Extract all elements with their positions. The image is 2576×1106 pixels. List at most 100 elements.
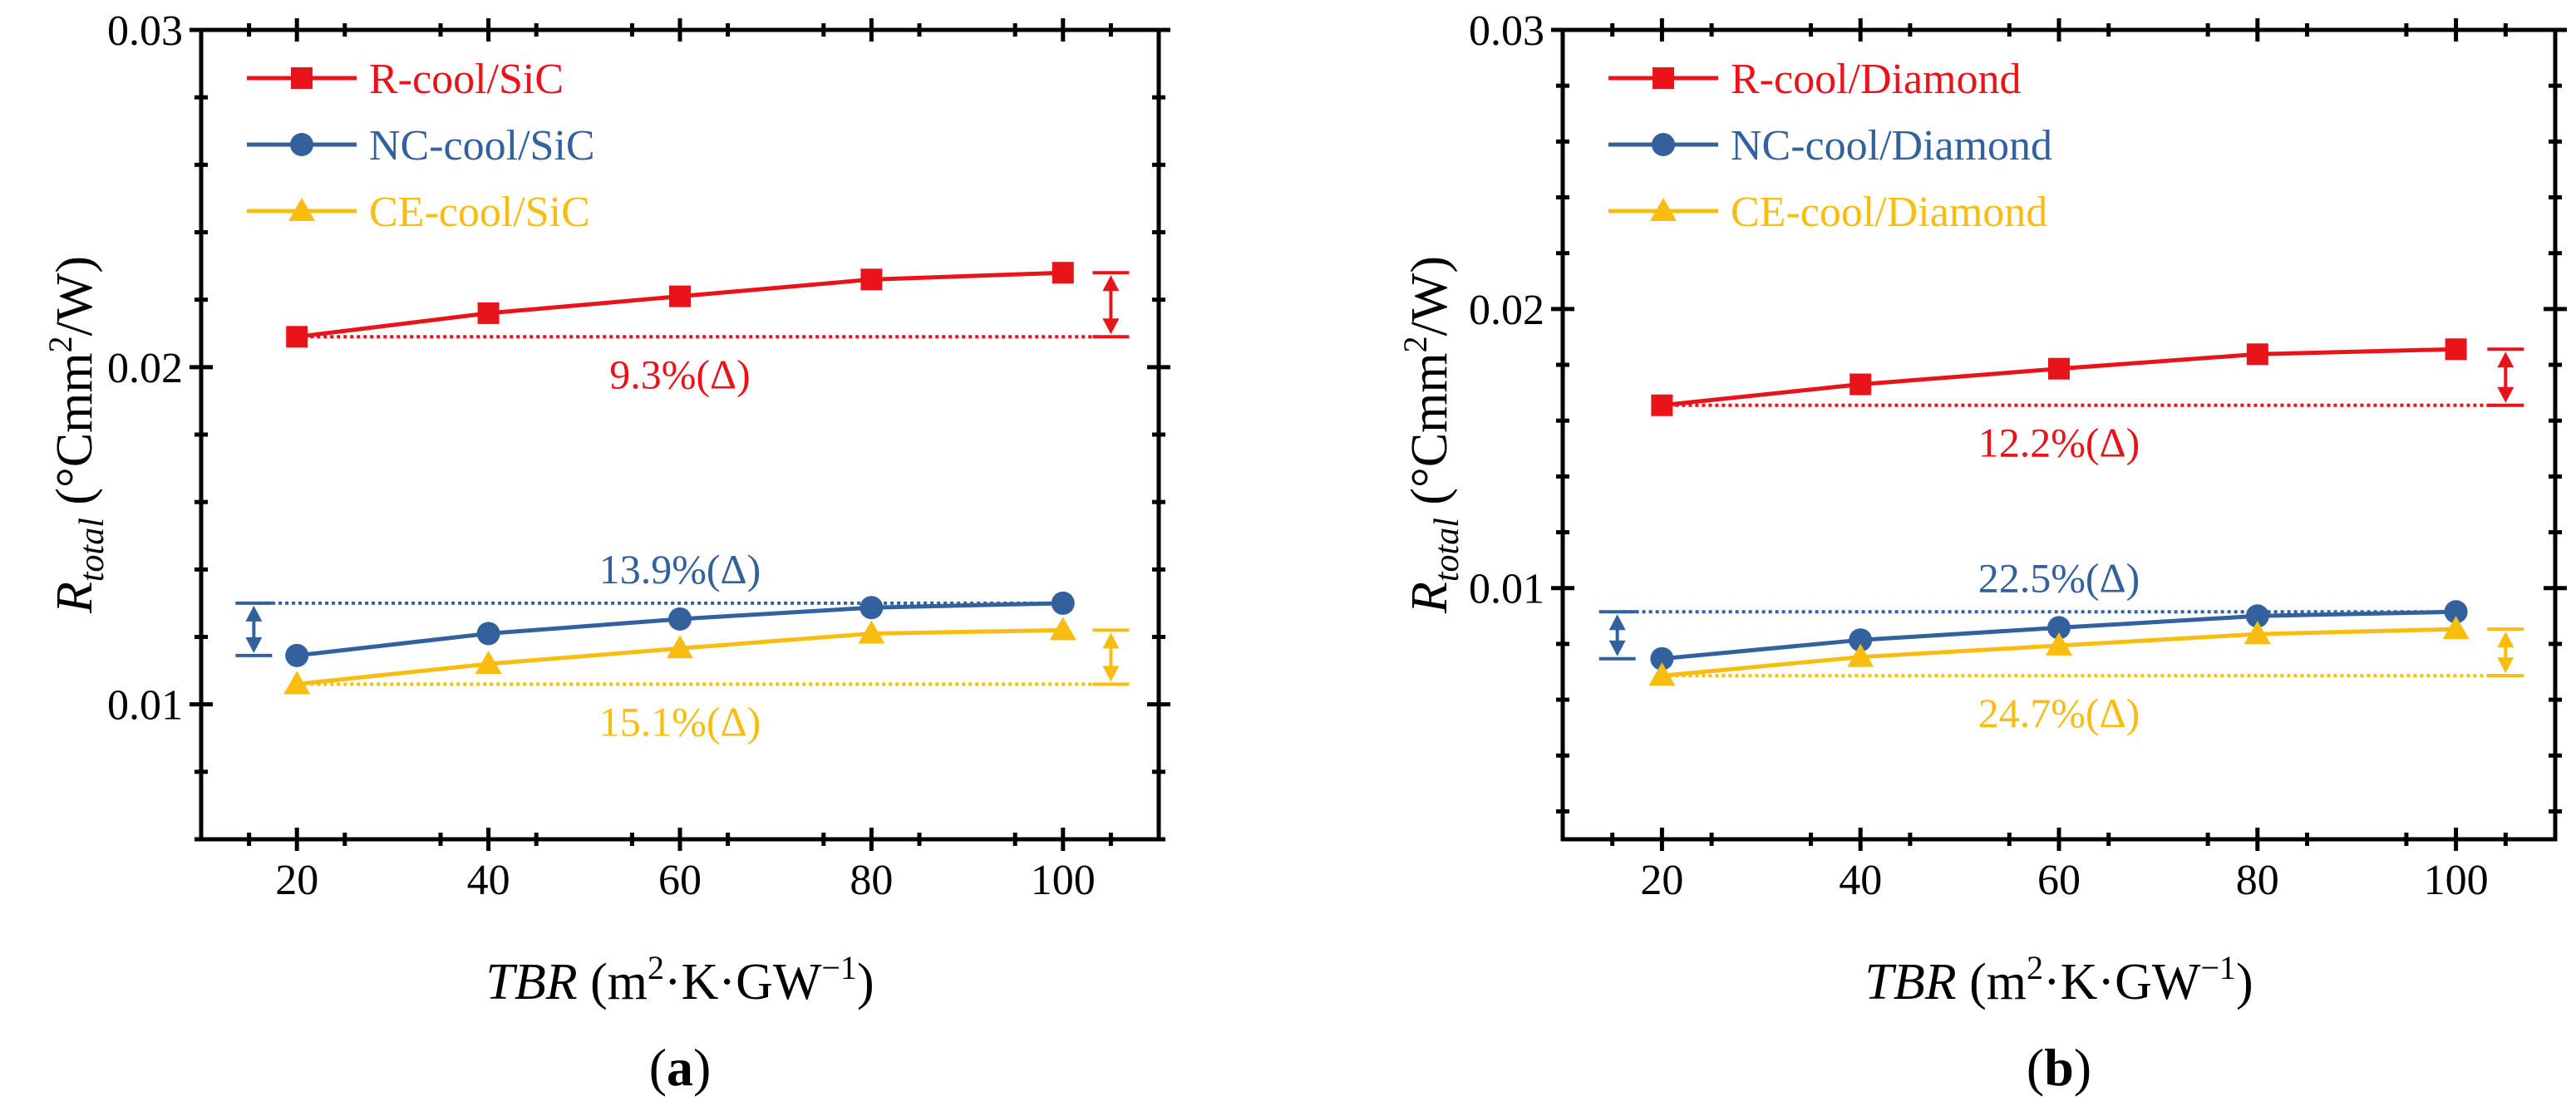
legend-label: R-cool/Diamond xyxy=(1731,56,2022,103)
circle-marker xyxy=(668,607,692,631)
circle-marker xyxy=(2047,616,2071,640)
circle-marker xyxy=(859,596,884,620)
panel-label-paren: ) xyxy=(2074,1038,2091,1097)
y-axis-title-unit: (°Cmm xyxy=(47,352,103,518)
y-axis-title-sup: 2 xyxy=(42,336,79,352)
legend-item-nc: NC-cool/SiC xyxy=(247,122,595,170)
x-axis-title-unit: ) xyxy=(857,954,874,1010)
arrow-down-icon xyxy=(2497,386,2514,403)
y-axis-title-symbol: R xyxy=(47,582,103,614)
circle-marker xyxy=(1051,591,1075,615)
circle-marker xyxy=(1849,628,1873,652)
panel-label: (a) xyxy=(649,1038,712,1097)
delta-annotation: 9.3%(Δ) xyxy=(609,351,751,397)
square-marker xyxy=(860,268,883,291)
triangle-marker xyxy=(288,198,315,221)
triangle-marker xyxy=(1049,617,1076,641)
y-axis-title-unit: /W) xyxy=(47,256,103,336)
x-tick-label: 60 xyxy=(2037,857,2081,904)
arrow-down-icon xyxy=(245,637,263,653)
x-axis-title: TBR (m2·K·GW−1) xyxy=(485,949,874,1010)
circle-marker xyxy=(290,133,313,156)
x-axis-title-sup: −1 xyxy=(821,949,857,986)
arrow-up-icon xyxy=(2497,351,2514,368)
triangle-marker xyxy=(2442,616,2470,640)
x-axis-title-sup: 2 xyxy=(2027,949,2043,986)
legend-item-nc: NC-cool/Diamond xyxy=(1608,122,2052,170)
square-marker xyxy=(669,285,691,307)
panel-label-paren: ) xyxy=(693,1038,711,1097)
series-ce: 24.7%(Δ) xyxy=(1648,616,2524,736)
x-axis-title-symbol: TBR xyxy=(485,954,577,1010)
triangle-marker xyxy=(2046,632,2072,656)
x-tick-label: 80 xyxy=(2236,857,2279,904)
arrow-up-icon xyxy=(2497,632,2514,648)
triangle-marker xyxy=(858,620,885,644)
circle-marker xyxy=(285,643,309,667)
series-nc: 22.5%(Δ) xyxy=(1598,554,2468,671)
delta-annotation: 24.7%(Δ) xyxy=(1978,690,2140,736)
circle-marker xyxy=(476,622,500,646)
x-tick-label: 80 xyxy=(850,857,893,904)
y-axis-title-sub: total xyxy=(73,518,111,582)
triangle-marker xyxy=(1847,643,1874,667)
circle-marker xyxy=(1652,133,1675,156)
arrow-down-icon xyxy=(1102,666,1120,682)
legend-label: NC-cool/Diamond xyxy=(1731,122,2052,170)
arrow-up-icon xyxy=(1102,275,1120,292)
arrow-down-icon xyxy=(2497,657,2514,674)
x-tick-label: 100 xyxy=(2424,857,2489,904)
x-axis-title-unit: ·K·GW xyxy=(664,954,822,1010)
series-ce: 15.1%(Δ) xyxy=(283,617,1130,745)
x-tick-label: 60 xyxy=(658,857,702,904)
x-axis-title: TBR (m2·K·GW−1) xyxy=(1864,949,2253,1010)
panel-label-letter: b xyxy=(2044,1038,2074,1097)
legend-label: NC-cool/SiC xyxy=(369,122,595,170)
y-axis-title: Rtotal (°Cmm2/W) xyxy=(1396,256,1466,614)
panel-label: (b) xyxy=(2027,1038,2091,1097)
y-tick-label: 0.03 xyxy=(1469,7,1544,55)
panel-label-paren: ( xyxy=(2027,1038,2044,1097)
x-tick-label: 20 xyxy=(1640,857,1683,904)
triangle-marker xyxy=(667,635,693,659)
x-tick-label: 20 xyxy=(275,857,318,904)
x-axis-title-sup: −1 xyxy=(2200,949,2236,986)
arrow-up-icon xyxy=(1608,614,1626,631)
y-axis-title-unit: (°Cmm xyxy=(1401,352,1458,518)
square-marker xyxy=(1849,373,1872,396)
legend-item-ce: CE-cool/SiC xyxy=(247,189,590,236)
square-marker xyxy=(291,67,313,89)
triangle-marker xyxy=(1650,198,1677,221)
y-tick-label: 0.01 xyxy=(1469,566,1544,613)
x-axis-title-symbol: TBR xyxy=(1864,954,1956,1010)
x-axis-title-unit: ) xyxy=(2236,954,2253,1010)
y-axis-title-sup: 2 xyxy=(1396,336,1434,352)
panel-label-paren: ( xyxy=(649,1038,667,1097)
y-axis-title-symbol: R xyxy=(1401,582,1458,614)
delta-annotation: 22.5%(Δ) xyxy=(1978,554,2140,601)
x-axis-title-sup: 2 xyxy=(648,949,664,986)
y-tick-label: 0.03 xyxy=(107,7,183,55)
delta-annotation: 12.2%(Δ) xyxy=(1978,420,2140,466)
legend-label: R-cool/SiC xyxy=(369,56,564,103)
panel-label-letter: a xyxy=(667,1038,693,1097)
delta-annotation: 15.1%(Δ) xyxy=(599,698,761,745)
legend-item-ce: CE-cool/Diamond xyxy=(1608,189,2047,236)
y-tick-label: 0.02 xyxy=(1469,287,1544,334)
y-tick-label: 0.02 xyxy=(107,345,183,392)
circle-marker xyxy=(1650,646,1674,671)
square-marker xyxy=(1052,262,1074,284)
x-tick-label: 100 xyxy=(1031,857,1096,904)
square-marker xyxy=(1652,67,1674,89)
y-axis-title-sub: total xyxy=(1428,518,1466,582)
legend-item-r: R-cool/Diamond xyxy=(1608,56,2022,103)
x-axis-title-unit: ·K·GW xyxy=(2043,954,2201,1010)
arrow-up-icon xyxy=(1102,632,1120,649)
triangle-marker xyxy=(2244,621,2271,645)
y-axis-title-unit: /W) xyxy=(1401,256,1458,336)
legend-label: CE-cool/SiC xyxy=(369,189,590,236)
arrow-up-icon xyxy=(245,605,263,622)
